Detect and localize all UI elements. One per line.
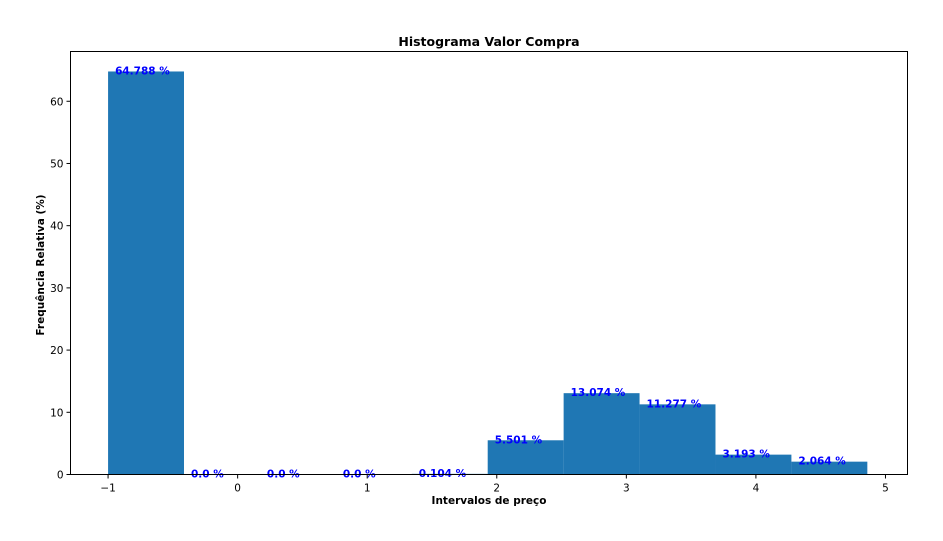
chart-title: Histograma Valor Compra bbox=[398, 34, 579, 49]
bar-value-label: 0.104 % bbox=[419, 468, 467, 480]
x-axis-ticks: −1 0 1 2 3 4 5 bbox=[100, 474, 889, 495]
y-tick-label: 30 bbox=[50, 283, 63, 295]
data-labels-group: 64.788 %0.0 % 0.0 % 0.0 % 0.104 %5.501 %13.… bbox=[115, 65, 846, 480]
plot-frame bbox=[70, 51, 908, 475]
y-tick-label: 10 bbox=[50, 407, 63, 419]
histogram-bar bbox=[715, 454, 792, 475]
histogram-bar bbox=[108, 71, 185, 475]
histogram-bar bbox=[563, 393, 640, 475]
x-tick-label: 1 bbox=[364, 483, 371, 495]
histogram-bar bbox=[791, 461, 868, 475]
y-tick-label: 40 bbox=[50, 221, 63, 233]
bar-value-label: 11.277 % bbox=[647, 398, 702, 410]
y-tick-label: 20 bbox=[50, 345, 63, 357]
y-axis-label: Frequência Relativa (%) bbox=[35, 194, 47, 335]
histogram-bar bbox=[639, 404, 716, 475]
y-tick-label: 0 bbox=[57, 470, 64, 482]
bar-value-label: 3.193 % bbox=[722, 449, 770, 461]
bar-value-label: 5.501 % bbox=[495, 434, 543, 446]
x-tick-label: 0 bbox=[234, 483, 241, 495]
x-tick-label: 4 bbox=[753, 483, 760, 495]
y-axis-ticks: 0 10 20 30 40 50 60 bbox=[50, 96, 71, 482]
x-tick-label: 5 bbox=[882, 483, 889, 495]
x-tick-label: −1 bbox=[100, 483, 115, 495]
bar-value-label: 13.074 % bbox=[571, 387, 626, 399]
bars-group bbox=[108, 71, 868, 475]
histogram-bar bbox=[487, 440, 564, 475]
y-tick-label: 50 bbox=[50, 158, 63, 170]
bar-value-label: 2.064 % bbox=[798, 456, 846, 468]
x-tick-label: 3 bbox=[623, 483, 630, 495]
bar-value-label: 64.788 % bbox=[115, 65, 170, 77]
x-tick-label: 2 bbox=[493, 483, 500, 495]
y-tick-label: 60 bbox=[50, 96, 63, 108]
x-axis-label: Intervalos de preço bbox=[432, 495, 547, 507]
